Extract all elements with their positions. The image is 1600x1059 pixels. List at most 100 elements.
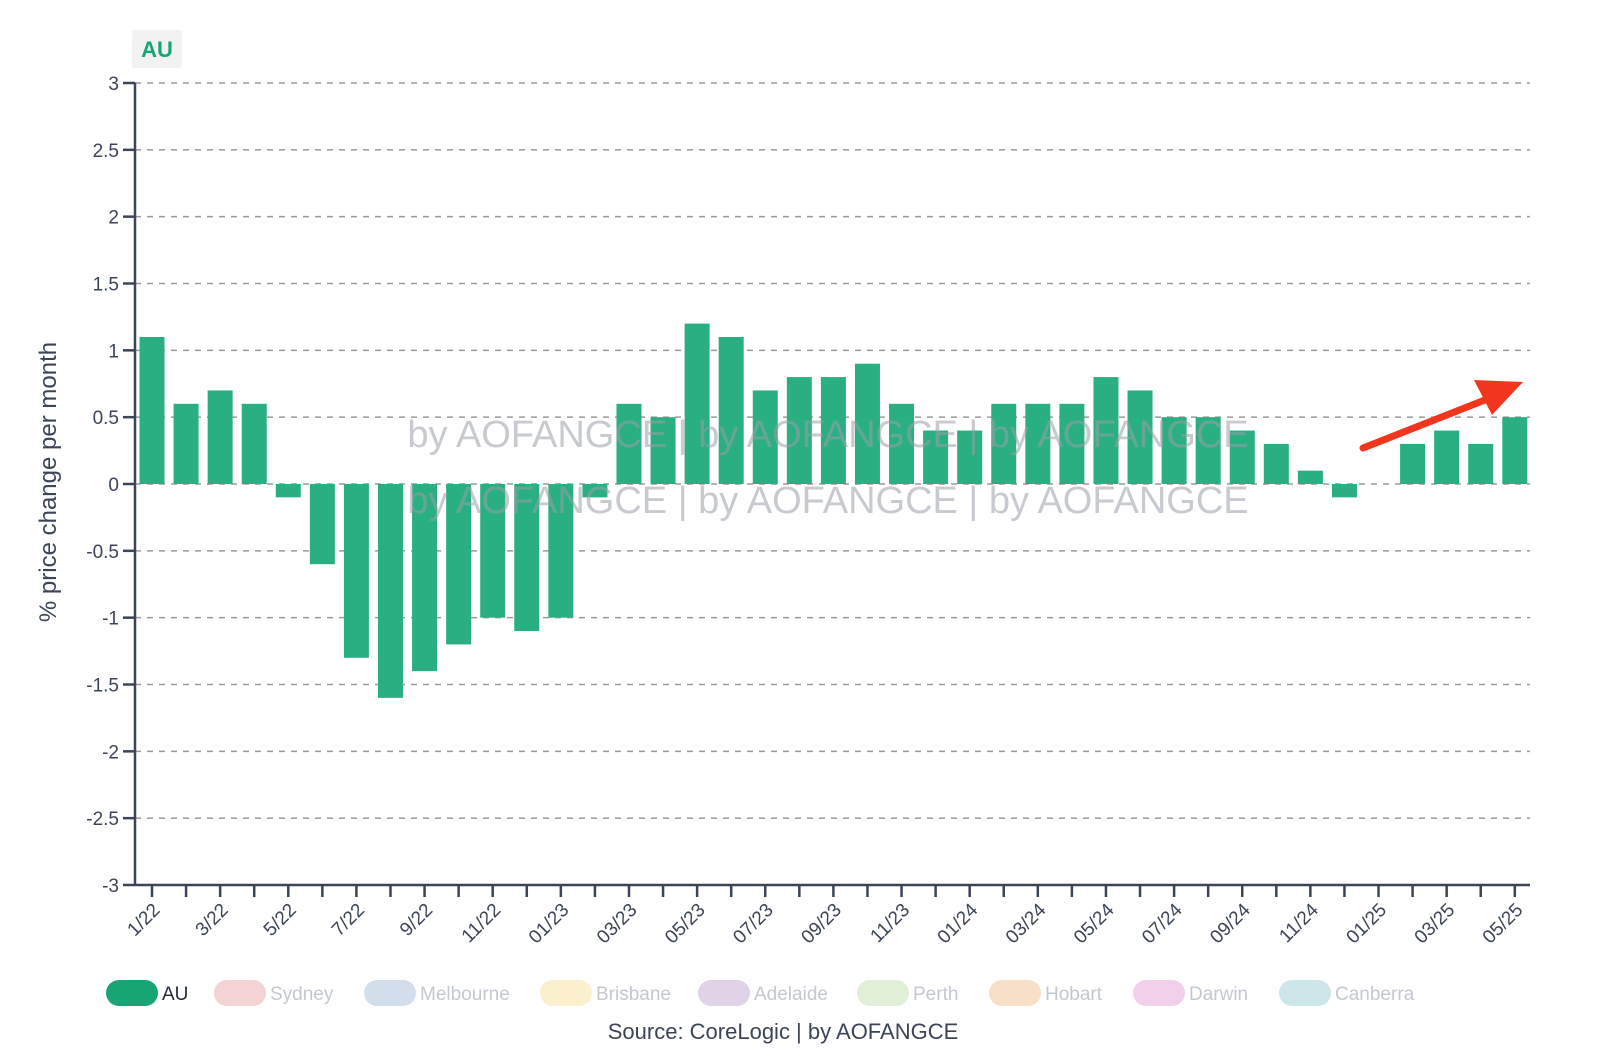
legend: AU Sydney Melbourne Brisbane Adelaide Perth Ho…: [106, 980, 1415, 1006]
legend-item-au[interactable]: AU: [106, 980, 188, 1006]
trend-arrow-annotation: [1359, 380, 1523, 452]
bar-10-22: [446, 484, 472, 645]
bar-09-23: [820, 377, 846, 484]
x-tick-label: 05/25: [1479, 900, 1527, 948]
bar-10-23: [854, 363, 880, 484]
y-tick-label: 2: [108, 208, 119, 229]
legend-label: Sydney: [270, 984, 334, 1005]
legend-label: Adelaide: [754, 984, 828, 1005]
bar-06-23: [718, 336, 744, 484]
legend-label: Perth: [913, 984, 958, 1005]
watermark: by AOFANGCE | by AOFANGCE | by AOFANGCE …: [407, 414, 1248, 522]
legend-swatch: [364, 980, 416, 1006]
x-tick-label: 7/22: [328, 900, 369, 941]
trend-arrow-head: [1474, 380, 1523, 415]
bar-04-23: [650, 417, 676, 484]
x-tick-label: 09/24: [1206, 899, 1255, 948]
bar-6-22: [309, 484, 335, 565]
legend-item-canberra[interactable]: Canberra: [1279, 980, 1415, 1006]
y-tick-label: 1: [108, 341, 119, 362]
bar-5-22: [275, 484, 301, 498]
bar-01-24: [957, 430, 983, 484]
bar-07-24: [1161, 417, 1187, 484]
trend-arrow-shaft: [1359, 394, 1494, 452]
legend-item-sydney[interactable]: Sydney: [214, 980, 334, 1006]
bar-8-22: [377, 484, 403, 698]
legend-item-brisbane[interactable]: Brisbane: [540, 980, 671, 1006]
x-tick-label: 11/22: [458, 900, 505, 947]
legend-item-melbourne[interactable]: Melbourne: [364, 980, 510, 1006]
bar-3-22: [207, 390, 233, 484]
y-tick-label: -0.5: [86, 542, 119, 563]
bar-12-23: [923, 430, 949, 484]
legend-label: Darwin: [1189, 984, 1248, 1005]
source-caption: Source: CoreLogic | by AOFANGCE: [608, 1019, 959, 1044]
legend-swatch: [1279, 980, 1331, 1006]
x-tick-label: 03/25: [1411, 900, 1459, 948]
x-tick-label: 07/24: [1138, 899, 1187, 948]
y-axis-ticks: 3 2.5 2 1.5 1 0.5 0 -0.5 -1 -1.5 -2 -2.5 -3: [86, 74, 135, 897]
bar-09-24: [1229, 430, 1255, 484]
x-tick-label: 07/23: [729, 900, 777, 948]
legend-swatch: [540, 980, 592, 1006]
bar-11-22: [480, 484, 506, 618]
bar-01-23: [548, 484, 574, 618]
legend-item-perth[interactable]: Perth: [857, 980, 958, 1006]
x-tick-label: 01/25: [1343, 900, 1391, 948]
legend-label: Canberra: [1335, 984, 1415, 1005]
legend-swatch: [1133, 980, 1185, 1006]
bar-08-23: [786, 377, 812, 484]
bar-02-25: [1400, 443, 1426, 484]
bar-07-23: [752, 390, 778, 484]
bar-03-24: [1025, 403, 1051, 484]
x-tick-label: 01/24: [934, 899, 983, 948]
y-tick-label: -2.5: [86, 809, 119, 830]
y-tick-label: -2: [102, 742, 119, 763]
bar-03-25: [1434, 430, 1460, 484]
x-tick-label: 09/23: [797, 900, 845, 948]
bar-1-22: [139, 336, 165, 484]
x-tick-label: 11/23: [867, 900, 914, 947]
y-tick-label: 3: [108, 74, 119, 95]
legend-item-darwin[interactable]: Darwin: [1133, 980, 1248, 1006]
y-tick-label: 0: [108, 475, 119, 496]
x-tick-label: 05/24: [1070, 899, 1119, 948]
y-axis-title: % price change per month: [35, 342, 62, 622]
x-tick-label: 3/22: [192, 900, 233, 941]
bar-02-23: [582, 484, 608, 498]
bar-04-25: [1468, 443, 1494, 484]
x-tick-label: 5/22: [260, 900, 301, 941]
bar-2-22: [173, 403, 199, 484]
legend-label: Melbourne: [420, 984, 510, 1005]
legend-item-adelaide[interactable]: Adelaide: [698, 980, 828, 1006]
legend-swatch: [106, 980, 158, 1006]
legend-label: Brisbane: [596, 984, 671, 1005]
bar-02-24: [991, 403, 1017, 484]
watermark-line-1: by AOFANGCE | by AOFANGCE | by AOFANGCE: [407, 414, 1248, 456]
series-badge: AU: [132, 30, 182, 68]
bar-05-25: [1502, 417, 1528, 484]
x-tick-label: 11/24: [1275, 899, 1323, 947]
legend-label: AU: [162, 984, 188, 1005]
y-tick-label: -1.5: [86, 676, 119, 697]
bar-08-24: [1195, 417, 1221, 484]
legend-swatch: [698, 980, 750, 1006]
series-badge-background: [132, 30, 182, 68]
y-tick-label: 0.5: [93, 408, 119, 429]
y-tick-label: 2.5: [93, 141, 119, 162]
legend-label: Hobart: [1045, 984, 1103, 1005]
bar-10-24: [1263, 443, 1289, 484]
x-axis-ticks: 1/22 3/22 5/22 7/22 9/22 11/22 01/23 03/23 05/23…: [124, 885, 1527, 948]
legend-swatch: [857, 980, 909, 1006]
y-tick-label: -3: [102, 876, 119, 897]
bar-05-24: [1093, 377, 1119, 484]
bar-12-24: [1331, 484, 1357, 498]
bars: [139, 323, 1528, 698]
legend-item-hobart[interactable]: Hobart: [989, 980, 1103, 1006]
x-tick-label: 9/22: [396, 900, 437, 941]
x-tick-label: 01/23: [525, 900, 573, 948]
bar-7-22: [343, 484, 369, 658]
y-tick-label: -1: [102, 609, 119, 630]
